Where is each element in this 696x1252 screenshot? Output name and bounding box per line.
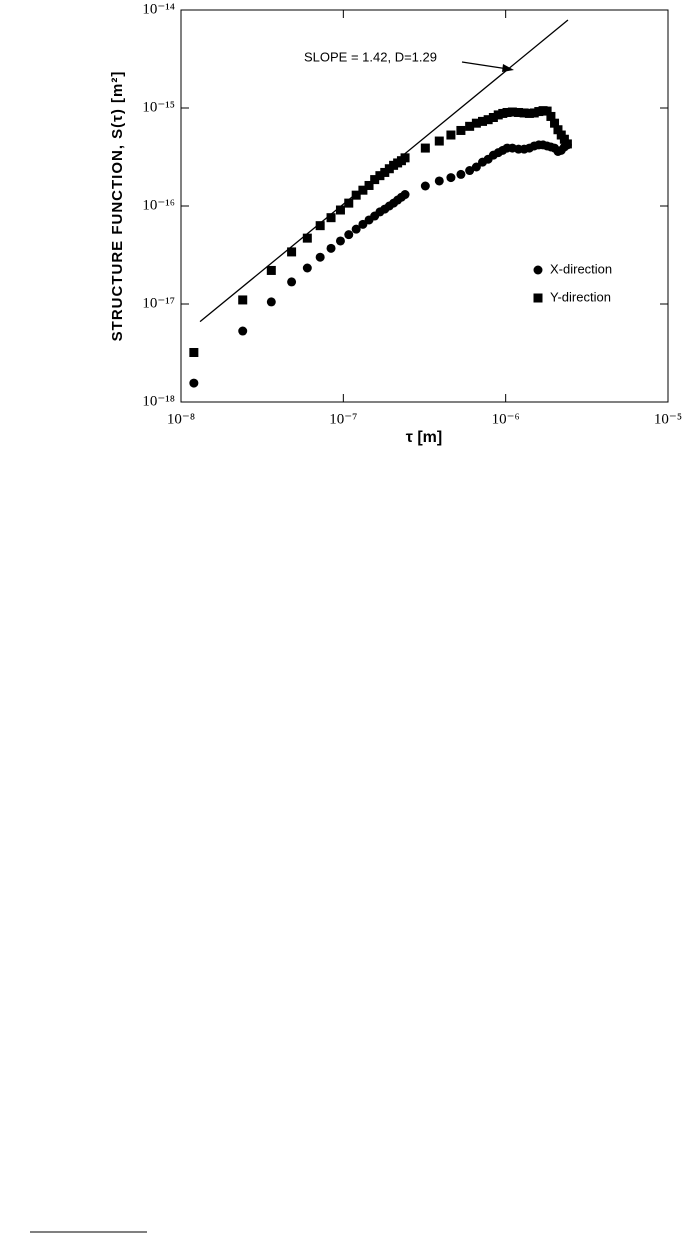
- square-point: [529, 108, 539, 118]
- square-point: [266, 265, 276, 275]
- circle-point: [266, 297, 276, 307]
- square-point: [493, 110, 503, 120]
- square-point: [502, 107, 512, 117]
- x-tick-label: 10⁻⁸: [167, 411, 195, 427]
- square-point: [562, 139, 572, 149]
- square-point: [456, 125, 466, 135]
- circle-point: [471, 162, 481, 172]
- circle-point: [302, 263, 312, 273]
- circle-point: [344, 230, 354, 240]
- square-point: [559, 134, 569, 144]
- legend-marker: [533, 293, 543, 303]
- square-point: [478, 116, 488, 126]
- y-tick-label: 10⁻¹⁷: [142, 295, 175, 311]
- circle-point: [446, 173, 456, 183]
- circle-point: [434, 176, 444, 186]
- square-point: [546, 111, 556, 121]
- square-point: [507, 107, 517, 117]
- annotation-arrow: [461, 61, 509, 70]
- circle-point: [456, 169, 466, 179]
- square-point: [488, 112, 498, 122]
- square-point: [189, 347, 199, 357]
- square-point: [471, 118, 481, 128]
- legend-marker: [533, 265, 543, 275]
- square-point: [326, 213, 336, 223]
- circle-point: [351, 224, 361, 234]
- square-point: [358, 185, 368, 195]
- circle-point: [326, 243, 336, 253]
- square-point: [519, 108, 529, 118]
- legend-label: Y-direction: [550, 289, 611, 304]
- x-tick-label: 10⁻⁵: [654, 411, 682, 427]
- square-point: [553, 125, 563, 135]
- square-point: [335, 205, 345, 215]
- square-point: [400, 153, 410, 163]
- square-point: [375, 171, 385, 181]
- x-tick-label: 10⁻⁶: [492, 411, 520, 427]
- square-point: [465, 121, 475, 131]
- circle-point: [420, 181, 430, 191]
- square-point: [238, 295, 248, 305]
- arrow-head: [502, 64, 514, 72]
- square-point: [550, 118, 560, 128]
- y-tick-label: 10⁻¹⁸: [142, 393, 175, 409]
- plot-frame: [180, 9, 669, 403]
- square-point: [302, 233, 312, 243]
- square-point: [524, 108, 534, 118]
- x-axis-label: τ [m]: [406, 429, 442, 446]
- circle-point: [238, 326, 248, 336]
- square-point: [434, 136, 444, 146]
- y-tick-label: 10⁻¹⁴: [142, 1, 175, 17]
- square-point: [315, 221, 325, 231]
- x-tick-label: 10⁻⁷: [329, 411, 357, 427]
- y-tick-label: 10⁻¹⁶: [142, 197, 175, 213]
- square-point: [483, 115, 493, 125]
- circle-point: [315, 252, 325, 262]
- y-axis-label: STRUCTURE FUNCTION, S(τ) [m²]: [109, 71, 126, 342]
- annotation: SLOPE = 1.42, D=1.29: [304, 49, 437, 64]
- circle-point: [189, 378, 199, 388]
- y-tick-label: 10⁻¹⁵: [142, 99, 175, 115]
- square-point: [380, 167, 390, 177]
- square-point: [344, 198, 354, 208]
- circle-point: [335, 236, 345, 246]
- square-point: [370, 175, 380, 185]
- circle-point: [400, 190, 410, 200]
- square-point: [420, 143, 430, 153]
- square-point: [446, 130, 456, 140]
- circle-point: [465, 166, 475, 176]
- square-point: [287, 247, 297, 257]
- square-point: [514, 107, 524, 117]
- square-point: [364, 180, 374, 190]
- square-point: [542, 106, 552, 116]
- circle-point: [287, 277, 297, 287]
- square-point: [351, 190, 361, 200]
- legend-label: X-direction: [550, 261, 612, 276]
